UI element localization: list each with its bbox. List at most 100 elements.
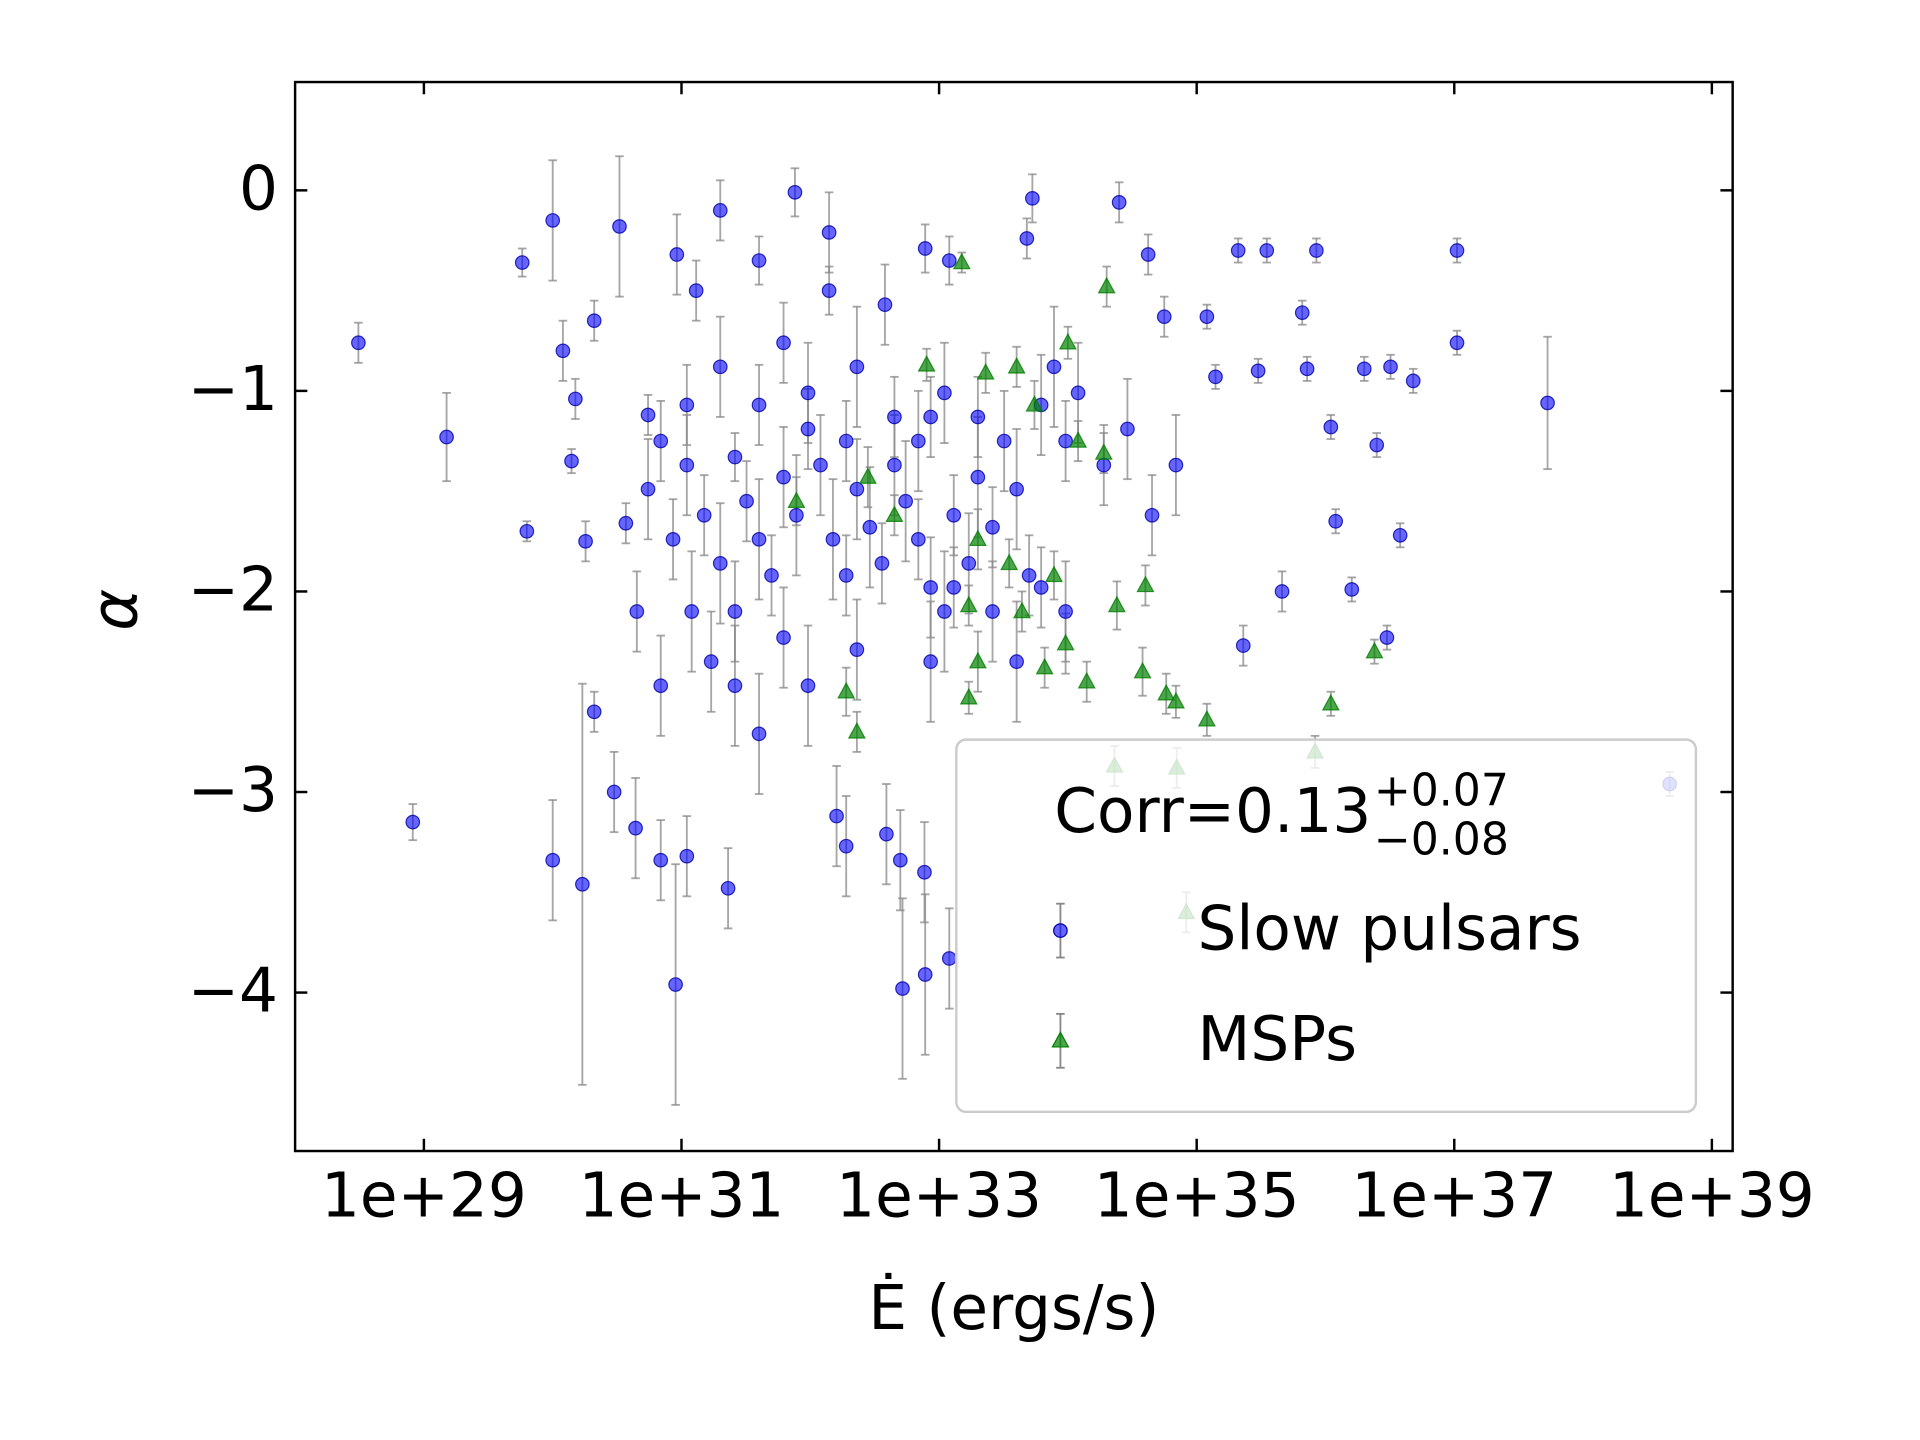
data-point [849, 481, 865, 497]
x-tick-label: 1e+39 [1609, 1161, 1815, 1232]
legend-box [955, 738, 1698, 1114]
legend-title-upper: +0.07 [1374, 765, 1509, 816]
data-point [1449, 335, 1465, 351]
data-point [1111, 195, 1127, 210]
x-tick-label: 1e+35 [1094, 1161, 1300, 1232]
data-point [1250, 363, 1266, 379]
legend-marker [1053, 923, 1068, 938]
data-point [1405, 373, 1421, 389]
data-point [1097, 276, 1116, 294]
data-point [838, 433, 854, 449]
data-point [1058, 433, 1073, 449]
data-point [519, 523, 535, 539]
data-point [1120, 421, 1135, 437]
data-point [877, 297, 893, 313]
y-tick-label: −1 [188, 354, 278, 425]
x-tick-label: 1e+37 [1351, 1161, 1557, 1232]
data-point [1166, 691, 1185, 709]
data-point [917, 967, 933, 982]
data-point [1012, 601, 1031, 619]
data-point [545, 852, 561, 868]
data-point [564, 453, 579, 469]
data-point [1449, 243, 1465, 258]
data-point [941, 951, 957, 966]
data-point [1144, 507, 1160, 523]
data-point [887, 457, 902, 473]
data-point [1096, 457, 1112, 473]
data-point [885, 505, 904, 522]
data-point [1230, 243, 1246, 258]
data-point [1294, 305, 1310, 321]
data-point [961, 556, 977, 571]
data-point [1070, 385, 1086, 401]
data-point [606, 784, 622, 800]
data-point [787, 185, 803, 200]
data-point [821, 283, 837, 298]
data-point [1369, 437, 1385, 453]
legend-marker [1051, 1030, 1070, 1048]
data-point [1058, 332, 1077, 350]
data-point [1077, 671, 1096, 689]
data-point [1058, 604, 1073, 619]
data-point [1540, 395, 1555, 411]
data-point [1344, 582, 1360, 597]
data-point [688, 283, 704, 298]
data-point [1392, 527, 1408, 543]
y-tick-label: 0 [239, 153, 278, 224]
data-point [568, 391, 583, 407]
data-point [1274, 584, 1290, 599]
data-point [1323, 419, 1339, 435]
data-point [838, 568, 854, 583]
data-point [696, 507, 712, 523]
data-point [727, 678, 743, 694]
x-tick-label: 1e+31 [579, 1161, 785, 1232]
data-point [968, 651, 987, 669]
data-point [1009, 654, 1024, 670]
data-point [727, 604, 743, 619]
data-point [1356, 361, 1372, 377]
data-point [578, 533, 593, 549]
data-point [1140, 247, 1156, 262]
data-point [952, 252, 971, 270]
x-tick-label: 1e+33 [836, 1161, 1042, 1232]
data-point [1328, 513, 1344, 529]
data-point [405, 814, 421, 830]
data-point [970, 409, 986, 425]
data-point [985, 604, 1000, 619]
data-point [618, 515, 634, 531]
plot-frame [293, 80, 1734, 1153]
data-point [800, 385, 816, 401]
data-point [776, 469, 791, 485]
data-point [1321, 693, 1340, 711]
data-point [976, 362, 995, 380]
data-point [1383, 359, 1398, 375]
data-point [1025, 395, 1044, 412]
data-point [985, 519, 1000, 535]
data-point [679, 397, 695, 413]
data-point [862, 519, 878, 535]
data-point [727, 449, 743, 465]
data-point [937, 385, 952, 401]
data-point [1009, 481, 1024, 497]
data-point [917, 354, 936, 372]
data-point [665, 531, 681, 547]
data-point [1309, 243, 1324, 258]
data-point [653, 678, 669, 694]
data-point [1299, 361, 1315, 377]
data-point [545, 213, 561, 228]
data-point [858, 467, 877, 484]
data-point [1235, 638, 1251, 653]
y-axis-label: α [78, 589, 152, 631]
data-point [910, 433, 926, 449]
legend-label: Slow pulsars [1198, 894, 1582, 965]
data-point [629, 604, 645, 619]
y-tick-label: −4 [188, 956, 278, 1027]
data-point [555, 343, 571, 359]
data-point [937, 604, 952, 619]
data-point [946, 507, 962, 523]
data-point [1000, 553, 1019, 571]
legend-title: Corr=0.13 [1054, 776, 1371, 847]
data-point [1021, 568, 1037, 583]
data-point [813, 457, 828, 473]
